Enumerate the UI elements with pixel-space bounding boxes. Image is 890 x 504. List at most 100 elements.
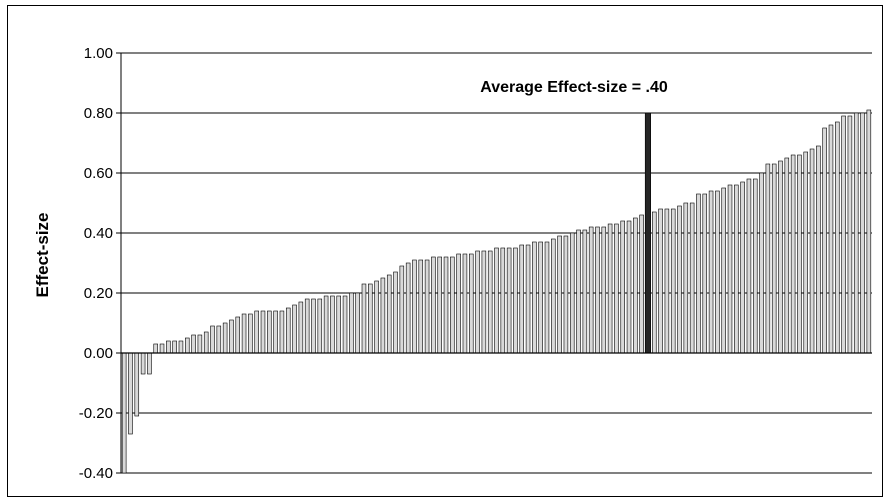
bar [147, 352, 152, 375]
bar [412, 259, 417, 354]
bar [544, 241, 550, 354]
bar [279, 310, 285, 354]
bar [576, 229, 581, 354]
bar [405, 262, 411, 354]
bar [462, 253, 468, 354]
bars [121, 109, 872, 474]
average-annotation: Average Effect-size = .40 [480, 79, 668, 96]
bar [828, 124, 834, 354]
bar [380, 277, 386, 354]
bar [418, 259, 424, 354]
axes [116, 52, 872, 474]
bar [254, 310, 259, 354]
bar [595, 226, 600, 354]
y-tick-label: 1.00 [84, 45, 113, 62]
bar [355, 292, 360, 354]
bar [784, 157, 790, 354]
bar [241, 313, 247, 354]
bar [563, 235, 569, 354]
bar [166, 340, 171, 354]
bar [203, 331, 209, 354]
bar [374, 280, 379, 354]
bar [437, 256, 442, 354]
bar [222, 322, 228, 354]
bar [506, 247, 512, 354]
bar [424, 259, 430, 354]
bar [557, 235, 562, 354]
bar [652, 211, 657, 354]
bar [386, 274, 392, 354]
bar [809, 148, 815, 354]
bar [607, 223, 613, 354]
bar [847, 115, 853, 354]
bar [235, 316, 241, 354]
bar [866, 109, 872, 354]
bar [399, 265, 405, 354]
chart-frame: 1.00 0.80 0.60 0.40 0.20 0.00 -0.20 -0.40 Effec… [7, 5, 883, 497]
bar [216, 325, 222, 354]
bar [822, 127, 827, 354]
bar [450, 256, 455, 354]
bar [304, 298, 310, 354]
bar [765, 163, 771, 354]
bar [771, 163, 777, 354]
bar [298, 301, 304, 354]
bar [481, 250, 487, 354]
bar [159, 343, 165, 354]
bar [368, 283, 373, 354]
bar [677, 205, 682, 354]
bar [128, 352, 133, 435]
bar [620, 220, 625, 354]
bar [614, 223, 619, 354]
y-tick-label: 0.40 [84, 225, 113, 242]
bar [569, 232, 575, 354]
bar [191, 334, 196, 354]
bar [721, 187, 726, 354]
bar [197, 334, 203, 354]
bar [639, 214, 644, 354]
bar [860, 112, 865, 354]
bar [292, 304, 297, 354]
bar [752, 178, 758, 354]
bar [797, 154, 802, 354]
bar [393, 271, 398, 354]
bar [273, 310, 278, 354]
bar [708, 190, 714, 354]
bar [153, 343, 158, 354]
bar [468, 253, 474, 354]
bar [134, 352, 140, 417]
bar [727, 184, 733, 354]
bar [494, 247, 499, 354]
bar [248, 313, 253, 354]
bar [626, 220, 632, 354]
bar [835, 121, 840, 354]
bar [513, 247, 518, 354]
bar [683, 202, 689, 354]
bar [525, 244, 531, 354]
bar [658, 208, 663, 354]
bar [361, 283, 367, 354]
bar [841, 115, 846, 354]
bar [670, 208, 676, 354]
bar [330, 295, 335, 354]
bar [601, 226, 607, 354]
y-tick-label: 0.20 [84, 285, 113, 302]
bar [746, 178, 752, 354]
bar [702, 193, 708, 354]
bar [456, 253, 461, 354]
bar [551, 238, 556, 354]
bar [740, 181, 745, 354]
bar [588, 226, 594, 354]
bar [210, 325, 215, 354]
bar [715, 190, 720, 354]
bar [778, 160, 783, 354]
bar [140, 352, 146, 375]
bar [285, 307, 291, 354]
bar [734, 184, 739, 354]
bar [311, 298, 316, 354]
bar [519, 244, 525, 354]
bar [260, 310, 266, 354]
bar [500, 247, 506, 354]
bar [317, 298, 323, 354]
bar [475, 250, 480, 354]
